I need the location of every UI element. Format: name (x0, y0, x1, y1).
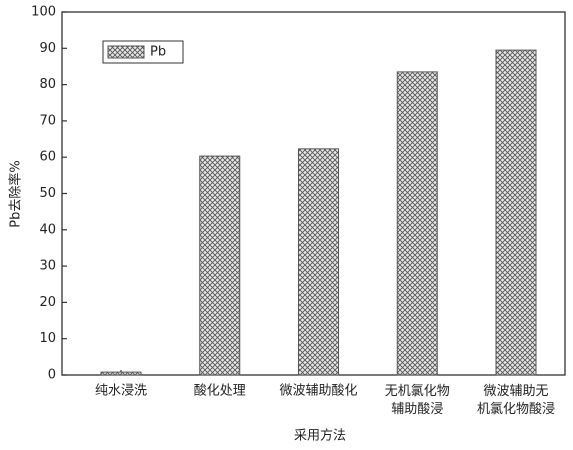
legend-label: Pb (150, 45, 166, 60)
bar (199, 155, 241, 376)
y-tick-label: 40 (39, 222, 56, 237)
x-tick-label: 微波辅助无机氯化物酸浸 (477, 384, 555, 417)
bar (396, 71, 438, 376)
y-tick-label: 70 (39, 113, 56, 128)
y-axis-label: Pb去除率% (8, 160, 24, 227)
bar (495, 49, 537, 376)
x-tick-label: 微波辅助酸化 (279, 384, 357, 399)
bar (298, 148, 339, 376)
y-tick-label: 20 (39, 295, 56, 310)
x-tick-label: 纯水浸洗 (95, 384, 147, 399)
legend-swatch (107, 45, 145, 59)
y-tick-label: 100 (31, 5, 56, 20)
y-tick-label: 50 (39, 186, 56, 201)
bar (100, 371, 142, 376)
y-tick-label: 90 (39, 41, 56, 56)
y-tick-label: 0 (48, 368, 56, 383)
x-axis-label: 采用方法 (294, 428, 346, 444)
x-tick-label: 无机氯化物辅助酸浸 (385, 384, 450, 417)
y-tick-label: 10 (39, 331, 56, 346)
y-tick-label: 30 (39, 259, 56, 274)
y-tick-label: 80 (39, 77, 56, 92)
x-tick-label: 酸化处理 (194, 384, 246, 399)
y-tick-label: 60 (39, 150, 56, 165)
